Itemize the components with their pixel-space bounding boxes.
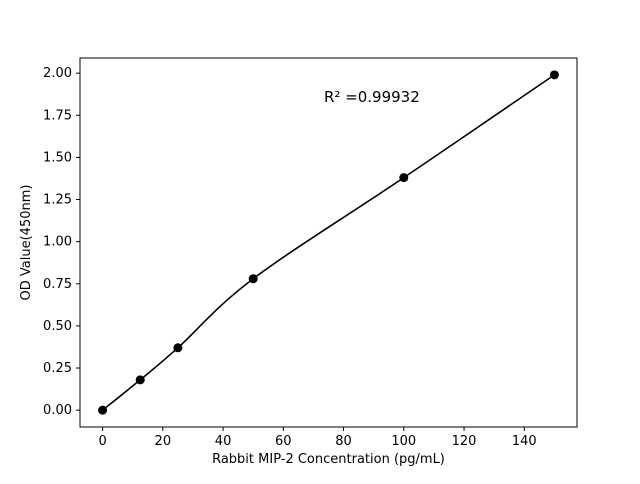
y-tick-label: 0.00	[43, 403, 72, 418]
y-tick-label: 1.50	[43, 150, 72, 165]
r-squared-annotation: R² =0.99932	[324, 88, 420, 106]
y-tick-label: 1.75	[43, 108, 72, 123]
data-point	[549, 70, 559, 80]
x-tick-label: 20	[155, 434, 172, 449]
data-point	[173, 343, 183, 353]
x-tick-label: 80	[335, 434, 352, 449]
data-point	[399, 173, 409, 183]
axes-frame	[79, 57, 578, 428]
x-tick-label: 140	[512, 434, 537, 449]
y-tick-label: 1.25	[43, 193, 72, 208]
data-point	[248, 274, 258, 284]
y-tick-label: 0.50	[43, 319, 72, 334]
x-axis-label: Rabbit MIP-2 Concentration (pg/mL)	[212, 452, 445, 467]
data-point	[98, 405, 108, 415]
data-point	[135, 375, 145, 385]
x-tick-label: 0	[98, 434, 106, 449]
y-tick-label: 1.00	[43, 235, 72, 250]
y-tick-label: 2.00	[43, 66, 72, 81]
x-tick-label: 100	[391, 434, 416, 449]
x-tick-label: 120	[452, 434, 477, 449]
y-tick-label: 0.25	[43, 361, 72, 376]
x-tick-label: 60	[275, 434, 292, 449]
x-tick-label: 40	[215, 434, 232, 449]
y-axis-label: OD Value(450nm)	[19, 185, 34, 301]
y-tick-label: 0.75	[43, 277, 72, 292]
